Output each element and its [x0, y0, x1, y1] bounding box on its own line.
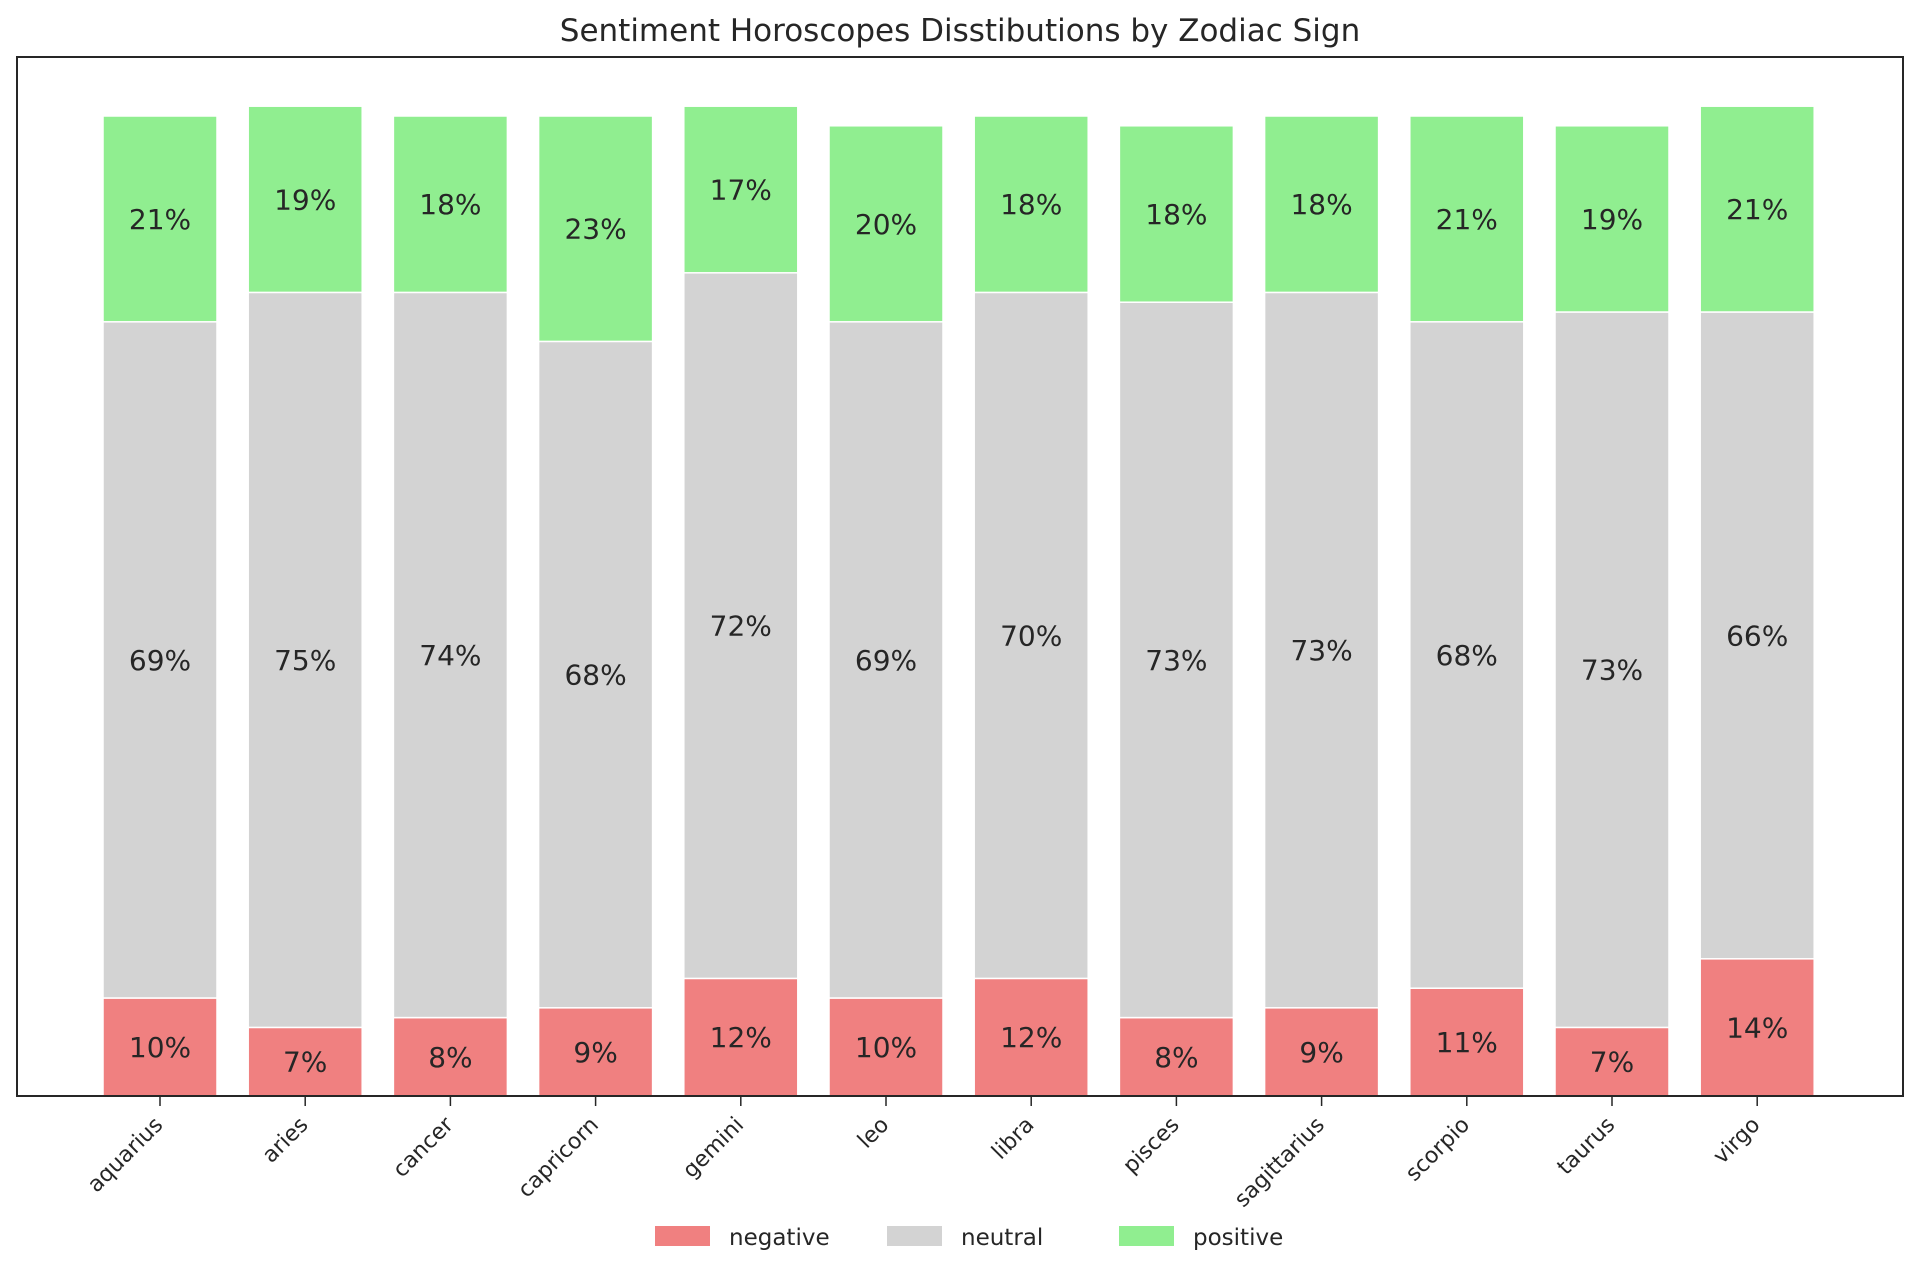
x-tick-label-scorpio: scorpio [1401, 1113, 1475, 1187]
data-label-positive-virgo: 21% [1726, 193, 1788, 226]
data-label-positive-capricorn: 23% [564, 213, 626, 246]
bar-positive-scorpio [1409, 115, 1525, 323]
data-label-neutral-scorpio: 68% [1436, 639, 1498, 672]
bar-neutral-cancer [392, 291, 509, 1019]
data-label-positive-pisces: 18% [1145, 198, 1207, 231]
bar-positive-sagittarius [1263, 115, 1380, 294]
bar-positive-capricorn [537, 115, 654, 343]
data-label-neutral-pisces: 73% [1145, 644, 1207, 677]
data-label-negative-aries: 7% [283, 1046, 327, 1079]
data-label-neutral-leo: 69% [855, 644, 917, 677]
data-label-negative-sagittarius: 9% [1299, 1036, 1343, 1069]
bar-neutral-virgo [1699, 311, 1815, 960]
data-label-neutral-cancer: 74% [419, 639, 481, 672]
bar-positive-aquarius [102, 115, 218, 323]
data-label-neutral-aries: 75% [274, 644, 336, 677]
bar-positive-gemini [683, 105, 799, 274]
data-label-negative-taurus: 7% [1590, 1046, 1634, 1079]
bar-neutral-capricorn [537, 340, 654, 1009]
x-tick-label-aries: aries [258, 1113, 314, 1169]
bar-neutral-aquarius [102, 321, 218, 999]
bar-neutral-scorpio [1409, 321, 1525, 989]
data-label-negative-aquarius: 10% [129, 1031, 191, 1064]
bar-neutral-pisces [1118, 301, 1235, 1019]
data-label-positive-taurus: 19% [1581, 203, 1643, 236]
bar-negative-sagittarius [1263, 1007, 1380, 1097]
bar-positive-aries [247, 105, 363, 294]
legend-label-neutral: neutral [961, 1225, 1043, 1251]
bar-labels-layer: 10% 69% 21% 7% 75% 19% 8% 74% 18% 9% 68% 23% 12% 72% 1… [129, 174, 1788, 1079]
x-tick-label-taurus: taurus [1553, 1113, 1621, 1181]
bar-neutral-taurus [1554, 311, 1670, 1029]
x-tick-label-capricorn: capricorn [513, 1113, 603, 1203]
data-label-positive-aquarius: 21% [129, 203, 191, 236]
data-label-neutral-aquarius: 69% [129, 644, 191, 677]
data-label-negative-gemini: 12% [710, 1021, 772, 1054]
data-label-neutral-virgo: 66% [1726, 619, 1788, 652]
data-label-negative-pisces: 8% [1154, 1041, 1198, 1074]
bars-layer [102, 105, 1815, 1097]
legend-label-positive: positive [1193, 1225, 1283, 1251]
data-label-negative-libra: 12% [1000, 1021, 1062, 1054]
bar-negative-leo [828, 997, 944, 1097]
bar-positive-leo [828, 125, 944, 323]
data-label-positive-libra: 18% [1000, 188, 1062, 221]
x-tick-label-sagittarius: sagittarius [1230, 1113, 1330, 1213]
x-tick-label-cancer: cancer [388, 1112, 459, 1183]
data-label-neutral-sagittarius: 73% [1290, 634, 1352, 667]
data-label-positive-gemini: 17% [710, 174, 772, 207]
x-tick-label-leo: leo [853, 1113, 894, 1154]
bar-negative-capricorn [537, 1007, 654, 1097]
bar-positive-virgo [1699, 105, 1815, 313]
x-tick-label-virgo: virgo [1709, 1113, 1766, 1170]
plot-frame [16, 56, 1904, 1097]
chart-title: Sentiment Horoscopes Disstibutions by Zo… [560, 13, 1360, 49]
legend-swatch-positive [1119, 1226, 1174, 1246]
data-label-positive-sagittarius: 18% [1290, 188, 1352, 221]
data-label-negative-leo: 10% [855, 1031, 917, 1064]
x-tick-label-libra: libra [987, 1113, 1039, 1165]
bar-negative-aquarius [102, 997, 218, 1097]
data-label-negative-virgo: 14% [1726, 1011, 1788, 1044]
legend: negative neutral positive [655, 1225, 1283, 1251]
data-label-neutral-gemini: 72% [710, 610, 772, 643]
data-label-positive-aries: 19% [274, 183, 336, 216]
bar-neutral-sagittarius [1263, 291, 1380, 1009]
legend-swatch-neutral [887, 1226, 942, 1246]
data-label-negative-cancer: 8% [428, 1041, 472, 1074]
bar-positive-taurus [1554, 125, 1670, 313]
bar-negative-gemini [683, 977, 799, 1097]
bar-neutral-libra [973, 291, 1089, 980]
data-label-neutral-capricorn: 68% [564, 659, 626, 692]
x-tick-label-aquarius: aquarius [83, 1113, 168, 1198]
bar-neutral-leo [828, 321, 944, 999]
data-label-negative-scorpio: 11% [1436, 1026, 1498, 1059]
bar-positive-libra [973, 115, 1089, 294]
bar-negative-libra [973, 977, 1089, 1097]
x-axis: aquarius aries cancer capricorn gemini leo lib… [83, 1096, 1765, 1212]
bar-positive-pisces [1118, 125, 1235, 303]
bar-negative-aries [247, 1026, 363, 1097]
legend-label-negative: negative [729, 1225, 830, 1251]
data-label-neutral-taurus: 73% [1581, 654, 1643, 687]
data-label-neutral-libra: 70% [1000, 619, 1062, 652]
data-label-positive-cancer: 18% [419, 188, 481, 221]
bar-neutral-aries [247, 291, 363, 1029]
bar-negative-scorpio [1409, 987, 1525, 1097]
data-label-positive-leo: 20% [855, 208, 917, 241]
data-label-positive-scorpio: 21% [1436, 203, 1498, 236]
x-tick-label-gemini: gemini [678, 1113, 749, 1184]
data-label-negative-capricorn: 9% [573, 1036, 617, 1069]
x-tick-label-pisces: pisces [1118, 1113, 1184, 1179]
legend-swatch-negative [655, 1226, 710, 1246]
bar-positive-cancer [392, 115, 509, 294]
